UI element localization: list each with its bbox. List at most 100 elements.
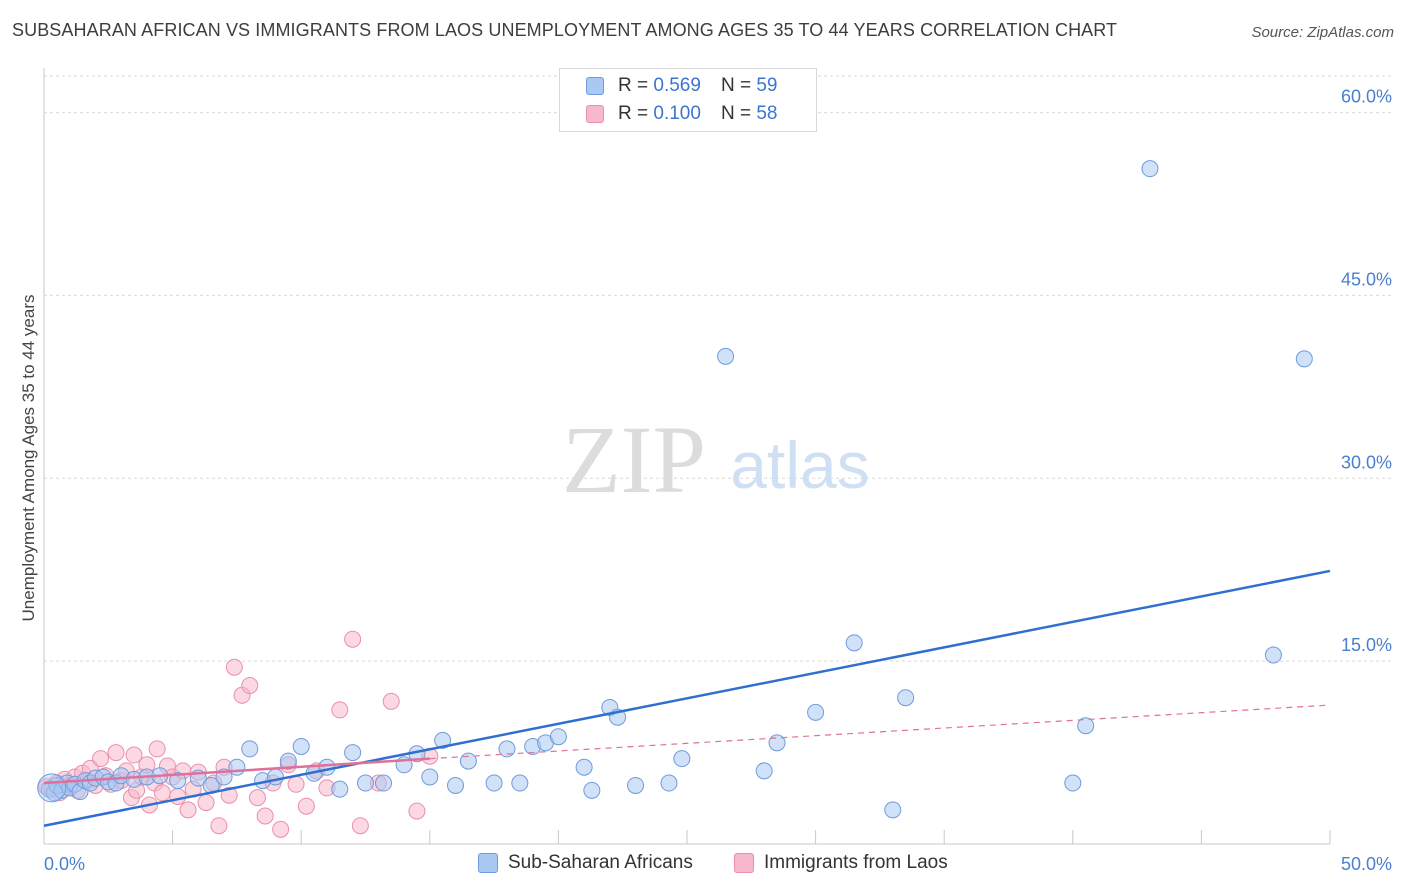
subsaharan-point [344,744,362,762]
subsaharan-point [717,347,735,365]
subsaharan-point [897,689,915,707]
legend-item-laos[interactable]: Immigrants from Laos [734,852,948,874]
y-tick-label: 30.0% [1341,452,1392,472]
laos-point [331,701,349,719]
subsaharan-point [1295,350,1313,368]
pink-swatch-icon [734,853,754,873]
subsaharan-point [279,752,297,770]
laos-point [241,677,259,695]
laos-point [382,692,400,710]
subsaharan-point [511,774,529,792]
subsaharan-point [575,758,593,776]
legend-n-label: N = [720,103,752,124]
subsaharan-point-cluster [37,773,67,803]
watermark: ZIP atlas [562,406,870,513]
y-tick-label: 45.0% [1341,269,1392,289]
subsaharan-point [807,703,825,721]
subsaharan-point [485,774,503,792]
subsaharan-point [241,740,259,758]
subsaharan-point [1264,646,1282,664]
y-tick-labels: 15.0% 30.0% 45.0% 60.0% [1341,87,1392,656]
y-tick-label: 15.0% [1341,635,1392,655]
source-label: Source: ZipAtlas.com [1251,24,1394,41]
x-tick-labels: 0.0% 50.0% [44,854,1392,874]
subsaharan-point [421,768,439,786]
subsaharan-point [447,776,465,794]
subsaharan-point [755,762,773,780]
laos-point [179,801,197,819]
laos-point [297,797,315,815]
blue-swatch-icon [478,853,498,873]
laos-point [107,744,125,762]
subsaharan-point [375,774,393,792]
laos-point [344,630,362,648]
legend-n-label: N = [720,75,752,96]
subsaharan-point [549,728,567,746]
legend-label-subsaharan: Sub-Saharan Africans [508,852,693,873]
laos-point [272,820,290,838]
subsaharan-point [583,781,601,799]
y-axis-title: Unemployment Among Ages 35 to 44 years [19,295,38,622]
axes [43,68,1331,845]
laos-point [125,746,143,764]
laos-point [225,658,243,676]
subsaharan-point [660,774,678,792]
legend-item-subsaharan[interactable]: Sub-Saharan Africans [478,852,693,874]
subsaharan-point [357,774,374,792]
laos-point [169,787,187,805]
legend-label-laos: Immigrants from Laos [764,852,948,873]
subsaharan-point [627,776,645,794]
laos-point [197,794,215,812]
pink-swatch-icon [586,105,604,123]
subsaharan-point [884,801,902,819]
subsaharan-point [1077,717,1095,735]
legend-row-laos: R = 0.100 N = 58 [586,102,777,126]
laos-point [248,789,266,807]
correlation-legend: R = 0.569 N = 59 R = 0.100 N = 58 [559,68,817,132]
laos-point [220,786,238,804]
legend-r-value: 0.100 [653,103,701,124]
watermark-atlas: atlas [730,428,869,502]
subsaharan-trendline [43,569,1331,827]
subsaharan-point [266,768,284,786]
laos-point [153,784,171,802]
subsaharan-point [845,634,863,652]
subsaharan-point [498,740,516,758]
gridlines [44,75,1392,662]
legend-r-label: R = [618,75,649,96]
legend-r-label: R = [618,103,649,124]
subsaharan-point [228,758,246,776]
subsaharan-point [292,737,310,755]
subsaharan-point [1064,774,1082,792]
subsaharan-point [169,772,187,790]
laos-point [256,807,274,825]
subsaharan-point [331,780,349,798]
laos-point [92,750,110,768]
laos-trendline-dashed [429,704,1331,760]
subsaharan-point [768,734,786,752]
x-tick-label: 50.0% [1341,854,1392,874]
legend-r-value: 0.569 [653,75,701,96]
laos-point [408,802,426,820]
legend-n-value: 58 [756,103,778,124]
trendlines [43,569,1331,827]
laos-points [38,630,439,838]
y-tick-label: 60.0% [1341,87,1392,107]
laos-trendline [43,757,430,785]
legend-n-value: 59 [756,75,778,96]
legend-row-subsaharan: R = 0.569 N = 59 [586,74,777,98]
subsaharan-point [673,750,691,768]
chart-title: SUBSAHARAN AFRICAN VS IMMIGRANTS FROM LA… [12,20,1118,40]
x-tick-label: 0.0% [44,854,85,874]
subsaharan-point [434,731,452,749]
watermark-zip: ZIP [562,406,706,513]
subsaharan-point [318,758,336,776]
laos-point [287,775,305,793]
blue-swatch-icon [586,77,604,95]
laos-point [210,817,228,835]
laos-point [351,817,369,835]
series-legend: Sub-Saharan Africans Immigrants from Lao… [0,852,1406,878]
subsaharan-point [1141,160,1159,178]
laos-point [148,740,166,758]
